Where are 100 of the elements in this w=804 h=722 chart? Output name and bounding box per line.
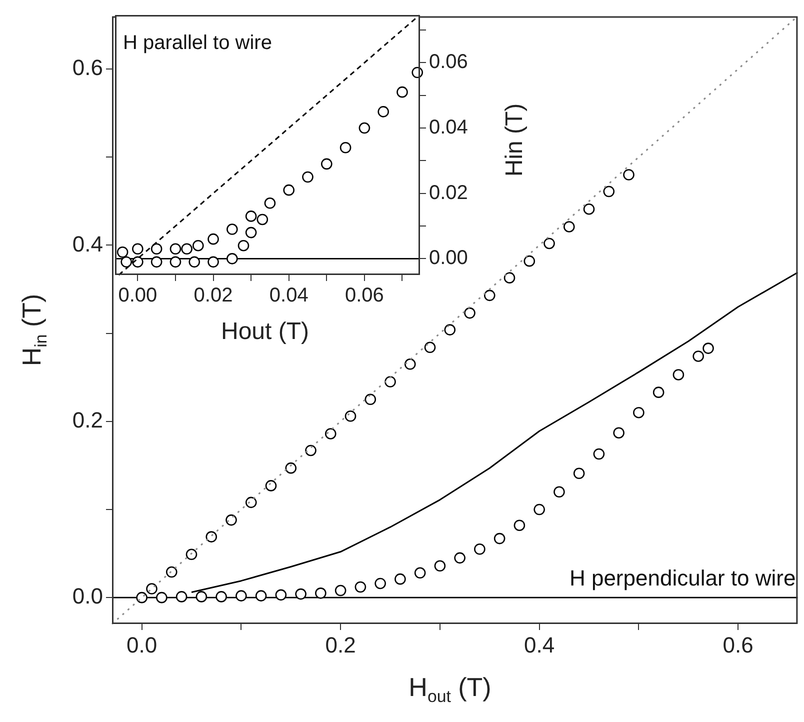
point: [434, 560, 446, 572]
point: [245, 226, 257, 238]
point: [150, 256, 162, 268]
point: [384, 376, 396, 388]
annotation: H parallel to wire: [123, 32, 272, 54]
point: [208, 256, 219, 268]
y-tick-label: 0.2: [72, 407, 103, 432]
point: [283, 184, 295, 196]
point: [424, 342, 436, 354]
point: [374, 578, 386, 590]
annotation: H perpendicular to wire: [569, 566, 796, 591]
point: [464, 307, 476, 319]
point: [236, 590, 247, 602]
point: [378, 106, 389, 118]
point: [414, 567, 426, 579]
point: [170, 256, 182, 268]
point: [494, 532, 506, 544]
point: [265, 480, 277, 492]
point: [238, 240, 250, 252]
point: [344, 410, 356, 422]
point: [120, 256, 132, 268]
point: [315, 588, 326, 599]
point: [583, 203, 595, 215]
point: [702, 342, 714, 354]
point: [285, 462, 297, 474]
point: [245, 210, 257, 222]
x-axis-title: H$_{out}$ (T): [408, 672, 492, 708]
point: [245, 496, 257, 508]
point: [264, 197, 276, 209]
y-tick-label: 0.6: [72, 55, 103, 80]
point: [116, 246, 128, 258]
x-tick-label: 0.0: [126, 632, 158, 658]
x-tick-label: 0.06: [344, 284, 384, 307]
point: [188, 256, 200, 268]
point: [192, 240, 204, 252]
y-tick-label: 0.06: [429, 51, 468, 74]
y-tick-label: 0.00: [429, 247, 468, 270]
point: [394, 573, 406, 585]
point: [302, 171, 314, 183]
point: [321, 158, 332, 170]
point: [364, 394, 376, 406]
point: [396, 86, 408, 98]
point: [544, 238, 555, 250]
point: [206, 531, 218, 542]
point: [275, 589, 287, 601]
point: [603, 186, 615, 198]
point: [208, 233, 219, 245]
point: [166, 566, 178, 578]
point: [613, 427, 624, 438]
y-tick-label: 0.0: [72, 584, 103, 609]
point: [633, 406, 644, 418]
x-tick-label: 0.04: [269, 284, 308, 307]
point: [404, 358, 416, 370]
point: [504, 272, 516, 284]
x-tick-label: 0.4: [524, 632, 555, 658]
point: [652, 386, 664, 398]
point: [454, 552, 466, 564]
point: [186, 548, 198, 560]
point: [132, 243, 144, 255]
x-tick-label: 0.00: [118, 284, 158, 307]
x-tick-label: 0.2: [325, 632, 356, 658]
point: [593, 448, 605, 460]
point: [150, 243, 162, 255]
point: [514, 520, 526, 531]
point: [484, 290, 496, 302]
point: [340, 142, 352, 154]
point: [563, 221, 575, 232]
point: [196, 591, 208, 602]
y-axis-title: Hin (T): [501, 103, 529, 177]
point: [136, 592, 148, 604]
point: [324, 428, 336, 440]
point: [692, 350, 704, 362]
point: [534, 504, 545, 516]
y-tick-label: 0.4: [72, 231, 103, 256]
point: [474, 543, 486, 555]
point: [170, 243, 182, 255]
point: [146, 583, 158, 594]
point: [132, 256, 144, 268]
x-tick-label: 0.6: [722, 632, 754, 658]
point: [156, 592, 168, 604]
point: [554, 486, 565, 498]
point: [181, 243, 192, 255]
point: [444, 324, 456, 336]
point: [176, 591, 188, 602]
point: [226, 224, 238, 235]
x-tick-label: 0.02: [194, 284, 233, 307]
point: [358, 122, 370, 134]
point: [354, 581, 366, 593]
point: [226, 514, 237, 526]
y-tick-label: 0.04: [429, 116, 468, 139]
point: [256, 214, 268, 226]
point: [295, 588, 306, 600]
y-tick-label: 0.02: [429, 182, 468, 204]
point: [216, 591, 227, 602]
point: [524, 255, 536, 267]
point: [226, 253, 238, 264]
point: [305, 444, 316, 456]
point: [334, 584, 346, 596]
x-axis-title: Hout (T): [220, 318, 310, 346]
point: [573, 468, 585, 480]
